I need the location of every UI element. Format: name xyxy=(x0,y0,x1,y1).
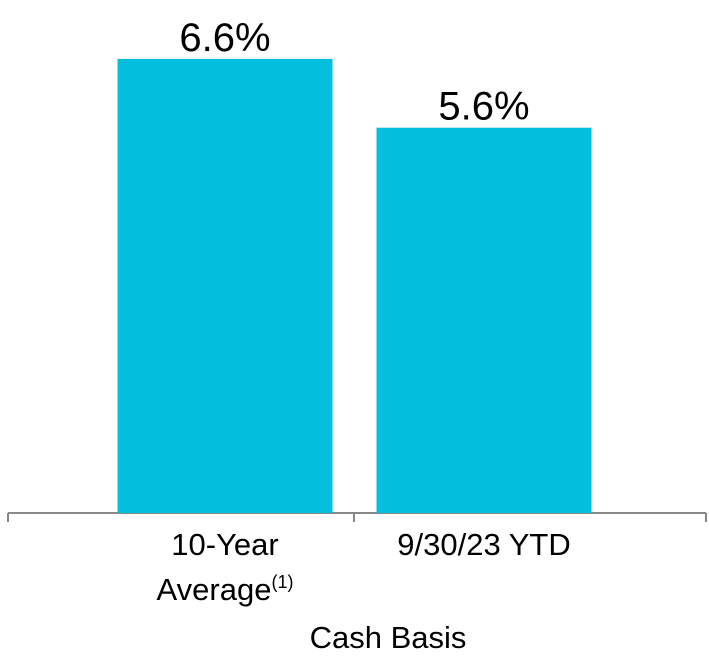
bar xyxy=(376,127,592,513)
x-axis-label: Cash Basis xyxy=(309,620,467,655)
category: 9/30/23 YTD xyxy=(397,527,571,562)
value-label: 5.6% xyxy=(438,85,529,129)
category: 10-Year Average xyxy=(156,527,279,607)
bar xyxy=(117,58,333,514)
x-tick-label: 9/30/23 YTD xyxy=(394,522,574,567)
footnote-mark: (1) xyxy=(271,572,294,592)
x-tick-label: 10-Year Average(1) xyxy=(135,522,315,612)
value-label: 6.6% xyxy=(179,16,270,60)
